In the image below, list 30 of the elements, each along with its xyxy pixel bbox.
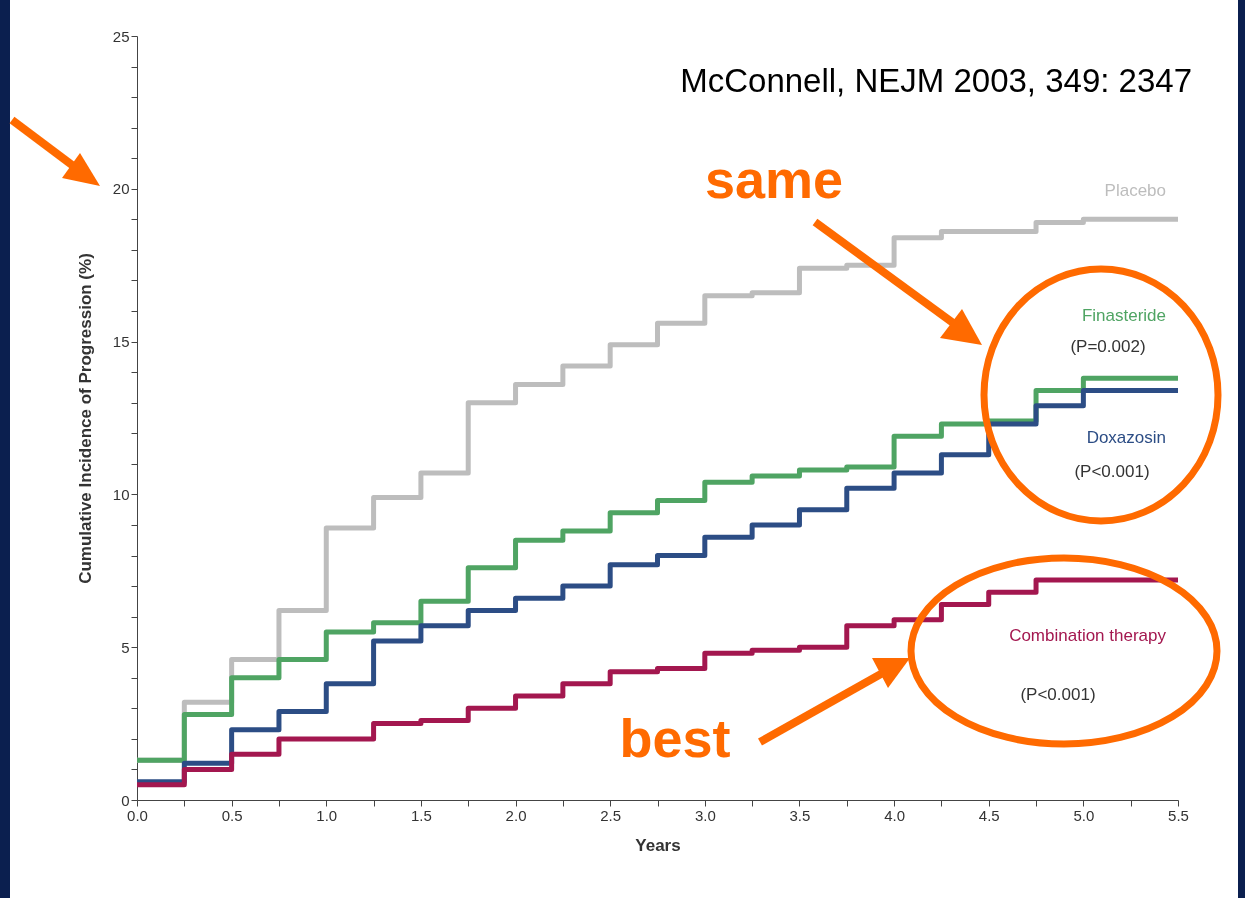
annotation: (P<0.001): [1020, 685, 1096, 704]
annotation: (P<0.001): [1074, 462, 1150, 481]
x-axis-title: Years: [635, 835, 681, 855]
x-tick-label: 4.0: [884, 806, 906, 824]
annotation: same: [704, 149, 844, 209]
x-tick-label: 1.5: [410, 806, 432, 824]
x-tick-label: 2.5: [600, 806, 622, 824]
series-label: Doxazosin: [1086, 428, 1166, 448]
annotation: best: [619, 708, 731, 768]
y-tick-label: 0: [121, 791, 130, 809]
x-tick-label: 0.0: [127, 806, 148, 824]
y-tick-label: 15: [112, 333, 130, 351]
series-label: Combination therapy: [1009, 625, 1167, 645]
x-tick-label: 5.0: [1073, 806, 1095, 824]
text: Finasteride: [1081, 306, 1166, 326]
x-tick-label: 3.0: [694, 806, 716, 824]
annotation: McConnell, NEJM 2003, 349: 2347: [680, 62, 1192, 99]
y-axis-title: Cumulative Incidence of Progression (%): [75, 253, 95, 584]
y-tick-label: 20: [112, 180, 130, 198]
x-tick-label: 0.5: [221, 806, 243, 824]
x-tick-label: 1.0: [316, 806, 338, 824]
series-label: Placebo: [1104, 181, 1166, 201]
annotation: (P=0.002): [1070, 337, 1146, 356]
y-tick-label: 25: [112, 27, 130, 45]
x-tick-label: 2.0: [505, 806, 527, 824]
x-tick-label: 4.5: [978, 806, 1000, 824]
y-tick-label: 10: [112, 485, 130, 503]
x-tick-label: 5.5: [1168, 806, 1189, 824]
x-tick-label: 3.5: [789, 806, 811, 824]
y-tick-label: 5: [121, 638, 130, 656]
